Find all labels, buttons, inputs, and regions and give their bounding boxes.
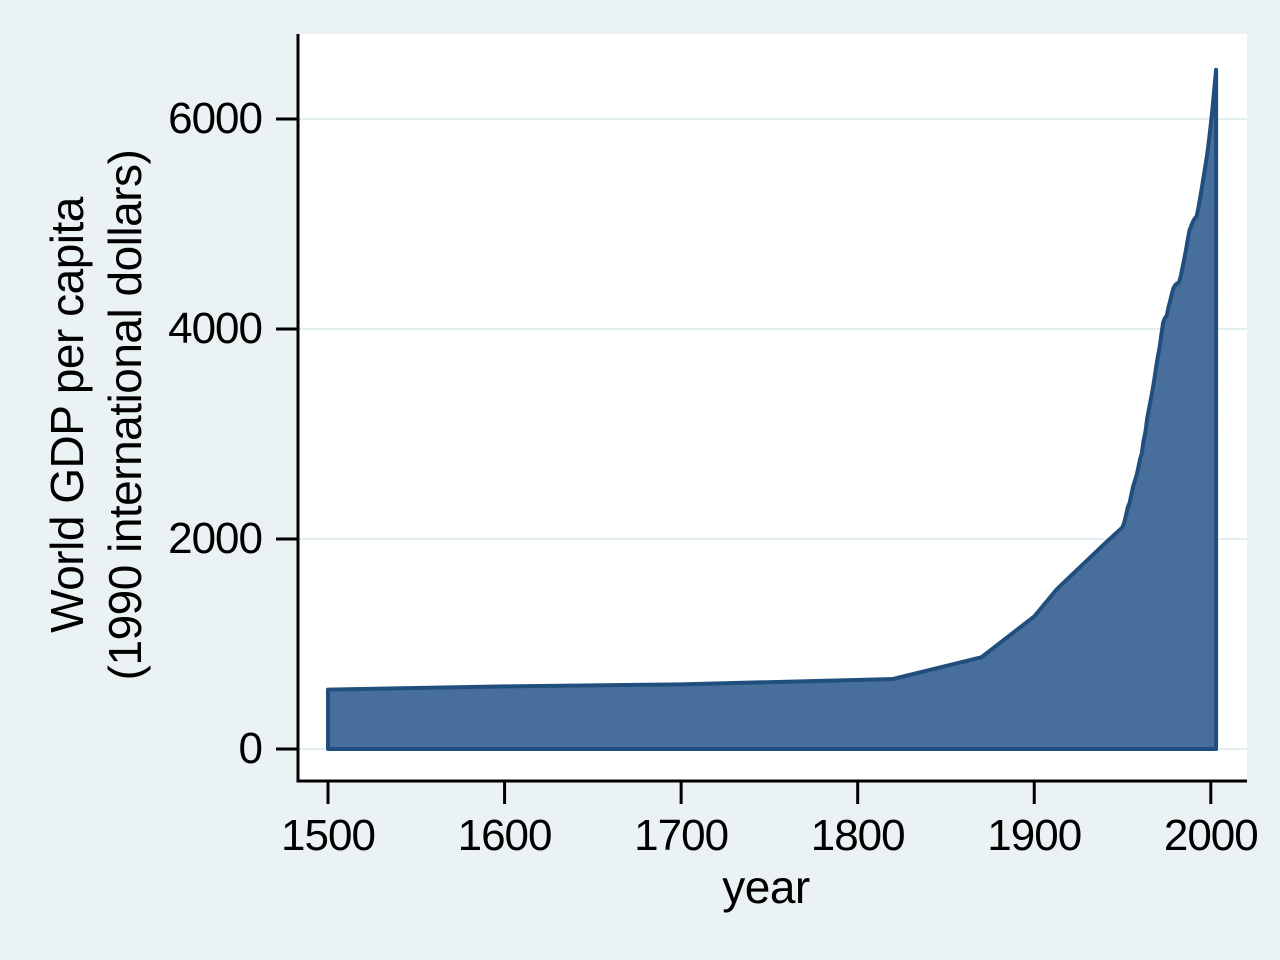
x-tick-label-1500: 1500 <box>281 811 376 860</box>
x-axis-title: year <box>722 861 810 913</box>
x-tick-label-1800: 1800 <box>810 811 906 860</box>
y-tick-label-6000: 6000 <box>168 94 263 144</box>
y-axis-title: World GDP per capita (1990 international… <box>38 150 154 681</box>
y-tick-label-4000: 4000 <box>168 304 263 354</box>
x-tick-label-1700: 1700 <box>634 811 729 860</box>
y-axis-title-line2: (1990 international dollars) <box>99 149 151 681</box>
x-tick-label-2000: 2000 <box>1163 811 1259 860</box>
axis-lines <box>296 34 1247 783</box>
y-tick-label-2000: 2000 <box>168 513 263 563</box>
y-tick-label-0: 0 <box>238 723 263 773</box>
y-axis-title-line1: World GDP per capita <box>41 197 93 633</box>
gdp-area-series <box>326 67 1219 751</box>
x-tick-label-1600: 1600 <box>457 811 553 860</box>
x-tick-label-1900: 1900 <box>987 811 1082 860</box>
tick-marks <box>276 117 1213 804</box>
